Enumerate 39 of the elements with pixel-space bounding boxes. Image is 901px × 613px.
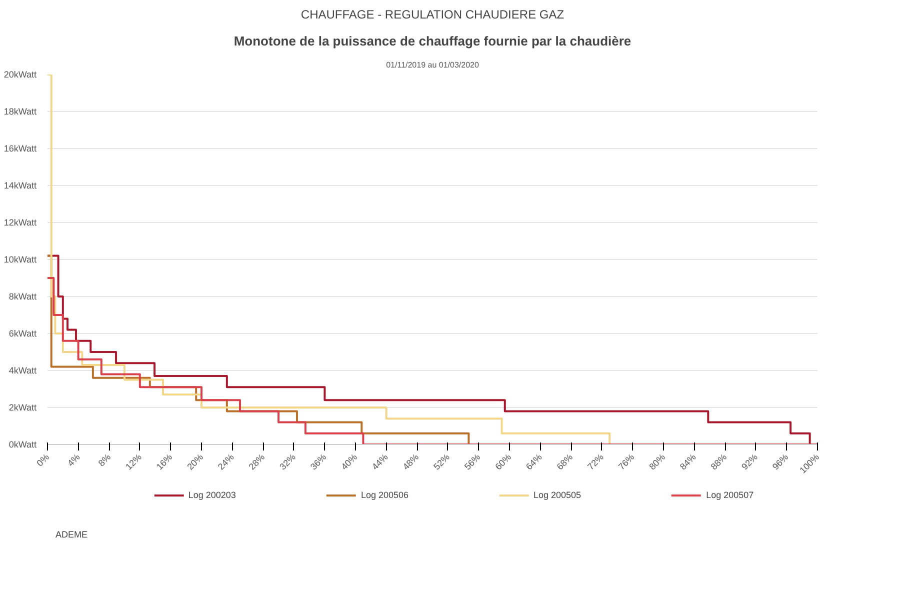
x-tick-label: 48% xyxy=(400,452,421,472)
legend-label: Log 200203 xyxy=(188,490,236,500)
x-tick-label: 64% xyxy=(524,452,544,472)
x-tick-label: 44% xyxy=(370,452,390,472)
x-tick-label: 68% xyxy=(554,452,575,472)
y-tick-label: 8kWatt xyxy=(8,292,37,302)
x-tick-label: 8% xyxy=(96,452,113,468)
x-tick-label: 4% xyxy=(66,452,82,468)
x-tick-label: 80% xyxy=(647,452,668,472)
x-tick-label: 56% xyxy=(462,452,482,472)
y-tick-label: 6kWatt xyxy=(8,328,37,338)
x-tick-label: 88% xyxy=(708,452,729,472)
y-tick-label: 10kWatt xyxy=(4,254,37,264)
legend-label: Log 200506 xyxy=(360,490,408,500)
x-tick-label: 36% xyxy=(308,452,328,472)
x-tick-label: 84% xyxy=(678,452,698,472)
legend-label: Log 200505 xyxy=(534,490,582,500)
y-tick-label: 2kWatt xyxy=(8,402,37,412)
x-tick-label: 72% xyxy=(586,452,606,472)
y-tick-label: 4kWatt xyxy=(8,366,37,376)
legend-label: Log 200507 xyxy=(706,490,754,500)
x-tick-label: 96% xyxy=(770,452,790,472)
chart-subtitle: Monotone de la puissance de chauffage fournie par la chaudière xyxy=(234,34,632,48)
y-tick-label: 14kWatt xyxy=(4,180,37,190)
x-tick-label: 92% xyxy=(740,452,760,472)
y-tick-label: 20kWatt xyxy=(4,70,37,80)
x-tick-label: 40% xyxy=(339,452,360,472)
y-tick-label: 16kWatt xyxy=(4,144,37,154)
x-tick-label: 0% xyxy=(34,452,52,468)
text: ADEME xyxy=(56,530,88,540)
y-tick-label: 12kWatt xyxy=(4,218,37,228)
y-tick-label: 0kWatt xyxy=(8,440,37,450)
x-tick-label: 76% xyxy=(616,452,636,472)
y-tick-label: 18kWatt xyxy=(4,106,37,116)
chart-title: CHAUFFAGE - REGULATION CHAUDIERE GAZ xyxy=(300,8,564,22)
x-tick-label: 52% xyxy=(432,452,452,472)
x-tick-label: 60% xyxy=(493,452,514,472)
text: 01/11/2019 au 01/03/2020 xyxy=(386,60,480,70)
x-tick-label: 32% xyxy=(278,452,298,472)
